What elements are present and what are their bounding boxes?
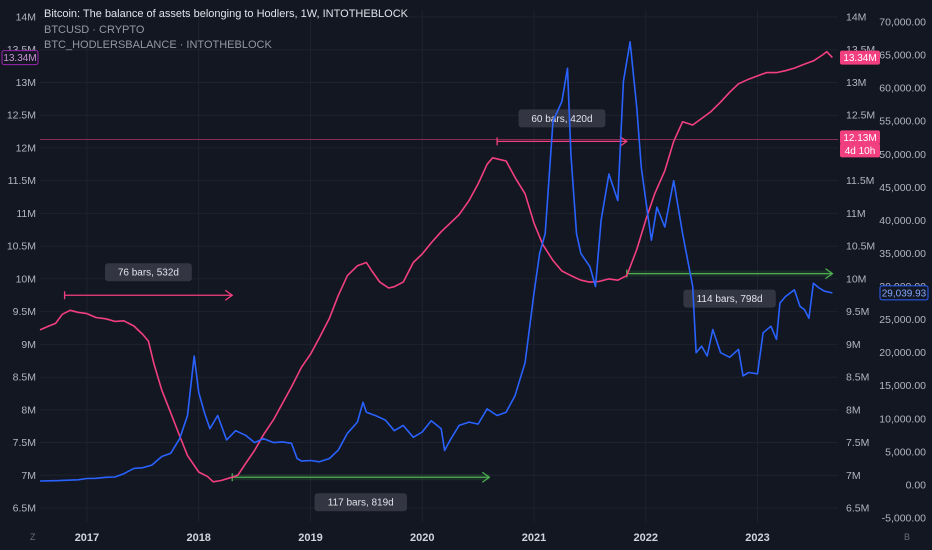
badge-hodlers-right: 13.34M xyxy=(843,53,876,64)
right-axis-price-tick-label: 35,000.00 xyxy=(879,248,926,260)
right-axis-price-tick-label: 40,000.00 xyxy=(879,215,926,227)
measure-annotations: 76 bars, 532d 117 bars, 819d 60 bars, 420d… xyxy=(63,109,834,512)
left-axis-tick-label: 6.5M xyxy=(13,503,36,515)
left-axis-tick-label: 13M xyxy=(16,77,36,89)
legend-series-btcusd[interactable]: BTCUSD · CRYPTO xyxy=(44,23,145,36)
badge-price-last-box xyxy=(879,285,929,301)
time-axis[interactable]: 2017 2018 2019 2020 2021 2022 2023 xyxy=(75,532,770,544)
measure-label-box xyxy=(105,263,192,282)
right-axis-price-tick-label: 70,000.00 xyxy=(879,17,926,29)
left-axis-tick-label: 10.5M xyxy=(7,241,36,253)
left-axis-tick-label: 8M xyxy=(21,404,36,416)
measure-label: 76 bars, 532d xyxy=(118,268,179,279)
chart-legend: Bitcoin: The balance of assets belonging… xyxy=(44,7,408,54)
time-axis-tick-label: 2017 xyxy=(75,532,99,544)
time-axis-tick-label: 2019 xyxy=(298,532,322,544)
measure-arrow-head xyxy=(825,268,834,280)
measure-label-box xyxy=(683,289,776,308)
left-axis-tick-label: 12M xyxy=(16,142,36,154)
right-axis-hodlers-tick-label: 11M xyxy=(846,208,866,220)
price-badges: 13.34M 13.34M 12.13M 4d 10h 29,039.93 xyxy=(1,50,929,301)
right-axis-hodlers-tick-label: 6.5M xyxy=(846,503,869,515)
left-axis-tick-label: 9.5M xyxy=(13,306,36,318)
left-axis-tick-label: 9M xyxy=(21,339,36,351)
right-axis-price-tick-label: 0.00 xyxy=(906,479,927,491)
right-axis-price-tick-label: 55,000.00 xyxy=(879,116,926,128)
left-axis-tick-label: 8.5M xyxy=(13,372,36,384)
right-axis-price-tick-label: -5,000.00 xyxy=(882,513,927,525)
measure-arrow-head xyxy=(619,135,628,147)
badge-hodlers-left: 13.34M xyxy=(3,53,36,64)
right-axis-price-tick-label: 20,000.00 xyxy=(879,347,926,359)
right-axis-hodlers-tick-label: 10.5M xyxy=(846,241,875,253)
left-axis-tick-label: 11M xyxy=(16,208,36,220)
measure-arrow-head xyxy=(481,471,491,483)
right-axis-price-tick-label: 45,000.00 xyxy=(879,182,926,194)
right-axis-hodlers-tick-label: 8M xyxy=(846,404,861,416)
series-lines xyxy=(39,41,833,483)
left-axis-tick-label: 10M xyxy=(16,273,36,285)
right-axis-price-tick-label: 65,000.00 xyxy=(879,50,926,62)
badge-price-last: 29,039.93 xyxy=(882,288,927,299)
badge-crosshair-time: 4d 10h xyxy=(845,146,876,157)
right-axis-hodlers-tick-label: 12.5M xyxy=(846,110,875,122)
legend-series-hodlers[interactable]: BTC_HODLERSBALANCE · INTOTHEBLOCK xyxy=(44,39,272,51)
measure-label-box xyxy=(518,109,606,128)
time-axis-tick-label: 2021 xyxy=(522,532,546,544)
measure-arrow-head xyxy=(224,289,234,301)
right-axis-price-tick-label: 15,000.00 xyxy=(879,380,926,392)
right-axis-hodlers-tick-label: 11.5M xyxy=(846,175,874,187)
left-axis-tick-label: 7.5M xyxy=(13,437,36,449)
measure-label: 114 bars, 798d xyxy=(697,294,763,305)
left-axis-tick-label: 14M xyxy=(16,12,36,24)
right-axis-price[interactable]: -5,000.00 0.00 5,000.00 10,000.00 15,000.00 2… xyxy=(879,17,926,525)
right-axis-price-tick-label: 5,000.00 xyxy=(885,446,926,458)
right-axis-hodlers-tick-label: 14M xyxy=(846,12,866,24)
corner-label-right[interactable]: B xyxy=(904,532,910,542)
legend-title[interactable]: Bitcoin: The balance of assets belonging… xyxy=(44,8,408,20)
left-axis-tick-label: 12.5M xyxy=(7,110,36,122)
series-line-btcusd xyxy=(39,41,833,482)
corner-label-left[interactable]: Z xyxy=(30,532,36,542)
measure-label: 117 bars, 819d xyxy=(328,498,394,509)
badge-hodlers-right-box xyxy=(840,50,880,65)
right-axis-price-tick-label: 25,000.00 xyxy=(879,314,926,326)
badge-crosshair-time-box xyxy=(840,143,880,158)
time-axis-tick-label: 2022 xyxy=(634,532,658,544)
time-axis-tick-label: 2018 xyxy=(186,532,210,544)
badge-crosshair-value-box xyxy=(840,130,880,145)
measure-label: 60 bars, 420d xyxy=(531,114,592,125)
right-axis-hodlers-tick-label: 9.5M xyxy=(846,306,869,318)
time-axis-tick-label: 2020 xyxy=(410,532,434,544)
right-axis-hodlers-tick-label: 7M xyxy=(846,470,861,482)
right-axis-hodlers-tick-label: 8.5M xyxy=(846,372,869,384)
right-axis-hodlers-tick-label: 9M xyxy=(846,339,861,351)
right-axis-price-tick-label: 60,000.00 xyxy=(879,83,926,95)
series-line-btc_hodlersbalance xyxy=(39,50,833,483)
badge-hodlers-left-box xyxy=(1,50,39,66)
left-axis-tick-label: 7M xyxy=(21,470,36,482)
time-axis-tick-label: 2023 xyxy=(745,532,769,544)
right-axis-hodlers-tick-label: 10M xyxy=(846,273,866,285)
right-axis-price-tick-label: 10,000.00 xyxy=(879,413,926,425)
right-axis-hodlers-tick-label: 13M xyxy=(846,77,866,89)
badge-crosshair-value: 12.13M xyxy=(843,133,876,144)
right-axis-hodlers-tick-label: 7.5M xyxy=(846,437,869,449)
left-axis-tick-label: 11.5M xyxy=(8,175,36,187)
right-axis-price-tick-label: 50,000.00 xyxy=(879,149,926,161)
measure-label-box xyxy=(314,493,407,512)
